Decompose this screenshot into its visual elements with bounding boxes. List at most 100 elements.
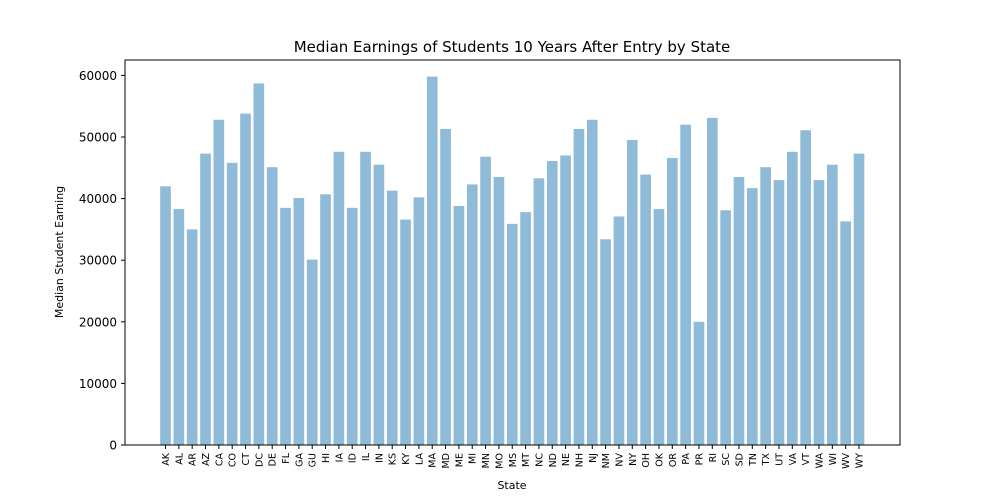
- bar-pa: [680, 124, 691, 446]
- x-tick-label: WA: [814, 453, 825, 469]
- bar-ms: [506, 223, 518, 445]
- bar-md: [440, 128, 451, 446]
- x-tick-label: MT: [521, 453, 532, 467]
- x-tick-label: OH: [641, 453, 652, 468]
- x-tick-label: CT: [241, 453, 252, 466]
- bar-ct: [240, 113, 251, 445]
- bar-pr: [693, 321, 705, 445]
- x-tick-label: CA: [214, 453, 225, 467]
- x-tick-label: GA: [294, 453, 305, 467]
- y-tick-label: 20000: [79, 315, 117, 329]
- bar-mo: [493, 177, 505, 446]
- bar-ri: [706, 117, 718, 446]
- x-tick-label: IL: [361, 452, 372, 461]
- y-tick-label: 30000: [79, 254, 117, 268]
- bar-ia: [333, 151, 345, 445]
- bar-gu: [306, 259, 318, 445]
- bar-mi: [466, 184, 478, 445]
- bar-id: [346, 207, 358, 445]
- bar-dc: [253, 83, 265, 445]
- x-axis-label: State: [497, 479, 526, 492]
- bar-nd: [546, 161, 558, 445]
- bar-wa: [813, 180, 825, 445]
- x-tick-label: MN: [481, 453, 492, 468]
- bar-ak: [160, 186, 171, 445]
- bar-hi: [320, 194, 331, 445]
- y-axis-label: Median Student Earning: [53, 186, 66, 318]
- x-tick-label: DC: [254, 453, 265, 467]
- bar-ga: [293, 197, 305, 445]
- bar-sc: [720, 210, 731, 445]
- x-tick-label: VA: [788, 452, 799, 465]
- x-tick-label: NH: [574, 453, 585, 467]
- bar-ky: [400, 219, 411, 445]
- x-tick-label: ID: [348, 453, 359, 463]
- bar-az: [200, 153, 211, 445]
- x-tick-label: UT: [774, 453, 785, 466]
- x-tick-label: TX: [761, 453, 772, 467]
- x-tick-label: RI: [708, 453, 719, 462]
- bar-ok: [653, 209, 665, 445]
- x-tick-label: OR: [668, 453, 679, 467]
- bar-nc: [533, 178, 545, 445]
- bars-group: [160, 76, 865, 446]
- x-tick-label: NE: [561, 453, 572, 466]
- bar-ma: [426, 76, 438, 445]
- bar-wi: [826, 164, 838, 445]
- bar-co: [226, 162, 238, 445]
- x-tick-label: SD: [734, 453, 745, 466]
- x-tick-label: MA: [428, 453, 439, 468]
- x-tick-label: MS: [508, 453, 519, 467]
- y-axis: 0 10000 20000 30000 40000 50000 60000: [79, 69, 125, 453]
- y-tick-label: 50000: [79, 131, 117, 145]
- x-tick-label: VT: [801, 453, 812, 465]
- bar-il: [360, 151, 371, 445]
- bar-tn: [746, 188, 758, 445]
- x-tick-label: NJ: [588, 453, 599, 463]
- x-tick-label: TN: [748, 453, 759, 467]
- bar-nj: [586, 119, 598, 445]
- x-tick-label: FL: [281, 452, 292, 463]
- x-tick-label: MD: [441, 453, 452, 469]
- x-tick-label: KY: [401, 453, 412, 465]
- x-tick-label: OK: [654, 452, 665, 466]
- x-tick-label: MI: [468, 453, 479, 464]
- bar-wy: [853, 153, 865, 445]
- bar-ne: [560, 155, 571, 446]
- y-tick-label: 0: [109, 439, 117, 453]
- x-tick-label: DE: [268, 453, 279, 466]
- bar-va: [786, 151, 798, 445]
- x-tick-label: AR: [188, 453, 199, 466]
- y-tick-label: 10000: [79, 377, 117, 391]
- x-tick-label: IA: [334, 453, 345, 463]
- y-tick-label: 60000: [79, 69, 117, 83]
- x-tick-label: AK: [161, 452, 172, 465]
- x-tick-label: HI: [321, 453, 332, 463]
- bar-ar: [186, 229, 198, 445]
- chart-title: Median Earnings of Students 10 Years Aft…: [294, 38, 731, 56]
- bar-fl: [280, 207, 291, 445]
- x-tick-label: CO: [228, 453, 239, 467]
- x-tick-label: LA: [414, 453, 425, 466]
- x-tick-label: GU: [308, 453, 319, 467]
- x-tick-label: NM: [601, 453, 612, 468]
- x-tick-label: IN: [374, 453, 385, 463]
- x-tick-label: PA: [681, 453, 692, 465]
- x-tick-label: ND: [548, 453, 559, 467]
- x-axis: AK AL AR AZ CA CO CT DC DE FL GA GU HI IA ID IL IN KS KY LA…: [161, 445, 866, 469]
- x-tick-label: WV: [841, 453, 852, 469]
- bar-de: [266, 167, 278, 445]
- x-tick-label: NV: [614, 453, 625, 467]
- bar-wv: [840, 221, 851, 445]
- bar-la: [413, 197, 425, 445]
- x-tick-label: WI: [828, 453, 839, 465]
- bar-nh: [573, 128, 585, 446]
- x-tick-label: KS: [388, 453, 399, 465]
- bar-vt: [800, 130, 811, 445]
- y-tick-label: 40000: [79, 192, 117, 206]
- plot-frame: [124, 59, 901, 446]
- bar-me: [453, 205, 465, 445]
- bar-in: [373, 164, 385, 445]
- x-tick-label: PR: [694, 453, 705, 466]
